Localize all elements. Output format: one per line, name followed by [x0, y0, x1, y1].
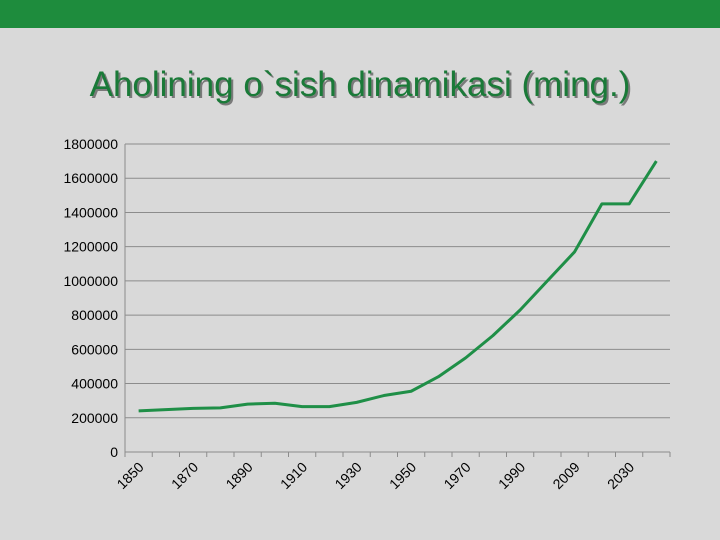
y-tick-label: 800000: [71, 307, 118, 323]
title-shadow: Aholining o`sish dinamikasi (ming.): [92, 67, 633, 106]
y-tick-label: 200000: [71, 410, 118, 426]
y-tick-label: 1600000: [63, 170, 118, 186]
y-tick-label: 1800000: [63, 136, 118, 152]
y-tick-label: 1200000: [63, 239, 118, 255]
y-tick-label: 600000: [71, 341, 118, 357]
data-line: [138, 160, 658, 413]
y-tick-label: 400000: [71, 376, 118, 392]
y-tick-label: 1000000: [63, 273, 118, 289]
y-tick-label: 1400000: [63, 204, 118, 220]
y-tick-label: 0: [110, 444, 118, 460]
chart-title: Aholining o`sish dinamikasi (ming.): [90, 65, 631, 104]
top-bar: [0, 0, 720, 28]
